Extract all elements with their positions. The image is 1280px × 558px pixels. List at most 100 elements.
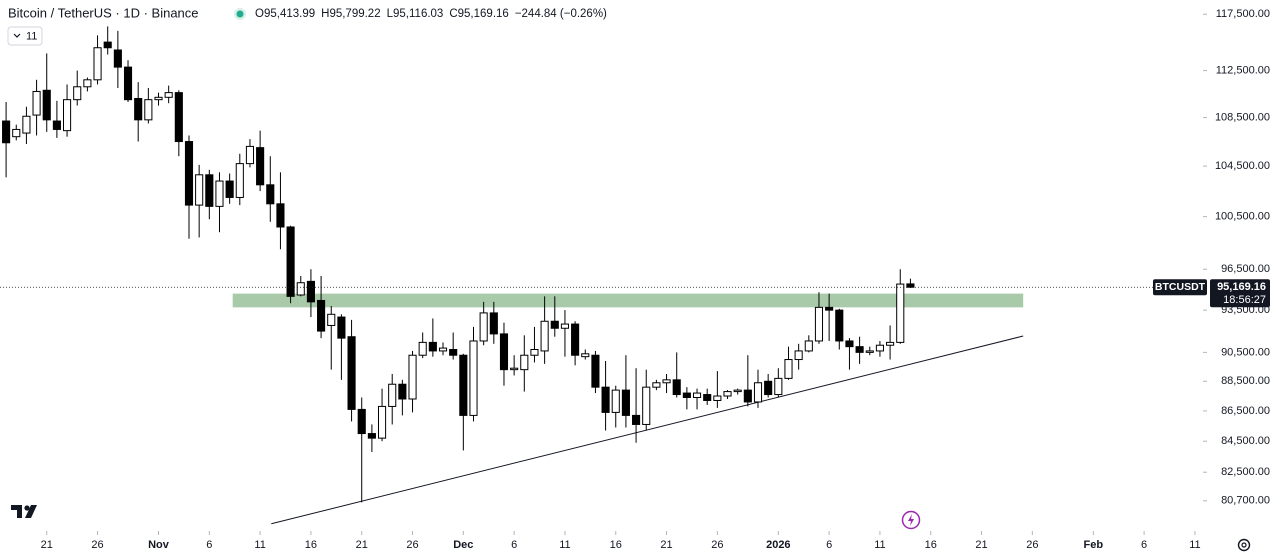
settings-icon[interactable] bbox=[1237, 538, 1251, 552]
candle-body bbox=[144, 99, 153, 121]
candle-body bbox=[540, 320, 549, 352]
y-tick-label: 84,500.00 bbox=[1221, 435, 1270, 447]
x-tick-label: 11 bbox=[1189, 539, 1200, 551]
candle-body bbox=[357, 408, 366, 435]
y-tick-label: 112,500.00 bbox=[1216, 64, 1270, 76]
candle-body bbox=[12, 128, 21, 138]
x-tick-label: 11 bbox=[559, 539, 570, 551]
legend-value: 95,116.03 bbox=[393, 8, 443, 20]
candle-body bbox=[784, 359, 793, 379]
candle-body bbox=[184, 141, 194, 206]
ohlc-legend: O95,413.99 H95,799.22 L95,116.03 C95,169.16… bbox=[255, 8, 607, 20]
candle-body bbox=[459, 354, 468, 416]
x-tick-label: Dec bbox=[453, 539, 473, 551]
candle-body bbox=[327, 313, 336, 326]
candle-body bbox=[306, 280, 315, 303]
y-tick-label: 80,700.00 bbox=[1221, 495, 1270, 507]
y-tick-label: 88,500.00 bbox=[1221, 375, 1270, 387]
legend-key: H bbox=[321, 8, 329, 20]
candle-body bbox=[235, 163, 244, 198]
candle-body bbox=[560, 323, 570, 329]
header-bg bbox=[0, 0, 760, 26]
x-tick-label: 11 bbox=[874, 539, 885, 551]
candle-body bbox=[266, 184, 275, 205]
candle-body bbox=[215, 180, 224, 207]
candle-body bbox=[398, 383, 407, 400]
candle-body bbox=[743, 389, 752, 403]
candle-body bbox=[764, 380, 773, 396]
candle-body bbox=[510, 367, 519, 371]
candle-body bbox=[692, 392, 702, 399]
candle-body bbox=[652, 382, 661, 388]
candle-body bbox=[388, 383, 397, 407]
candle-body bbox=[520, 354, 529, 371]
candle-body bbox=[174, 92, 183, 143]
symbol-tag-label: BTCUSDT bbox=[1155, 281, 1206, 293]
x-tick-label: 16 bbox=[925, 539, 937, 551]
candle-body bbox=[103, 41, 112, 49]
x-tick-label: 6 bbox=[1141, 539, 1147, 551]
x-tick-label: 26 bbox=[711, 539, 723, 551]
candle-body bbox=[835, 309, 844, 342]
indicator-chip[interactable] bbox=[7, 26, 43, 46]
x-tick-label: 26 bbox=[1026, 539, 1038, 551]
candle-body bbox=[52, 120, 61, 130]
candle-body bbox=[2, 120, 11, 144]
candle-body bbox=[672, 379, 681, 396]
legend-change: −244.84 (−0.26%) bbox=[515, 8, 607, 20]
candle-body bbox=[245, 145, 255, 165]
candle-body bbox=[408, 354, 417, 400]
x-tick-label: 21 bbox=[975, 539, 987, 551]
candle-body bbox=[591, 354, 600, 388]
events-icon[interactable] bbox=[901, 510, 921, 530]
x-tick-label: 21 bbox=[356, 539, 368, 551]
y-tick-label: 108,500.00 bbox=[1215, 111, 1270, 123]
candle-body bbox=[418, 341, 427, 356]
candle-body bbox=[428, 341, 437, 352]
candle-body bbox=[377, 405, 387, 439]
legend-key: O bbox=[255, 8, 264, 20]
candle-body bbox=[703, 394, 712, 401]
x-tick-label: 6 bbox=[826, 539, 832, 551]
x-tick-label: 11 bbox=[254, 539, 265, 551]
candle-body bbox=[682, 392, 691, 399]
candle-body bbox=[123, 66, 133, 101]
candle-body bbox=[814, 306, 824, 342]
candle-body bbox=[611, 389, 620, 413]
symbol-tag bbox=[1153, 279, 1207, 296]
legend-key: C bbox=[449, 8, 457, 20]
y-tick-label: 117,500.00 bbox=[1216, 8, 1270, 20]
candle-body bbox=[83, 79, 92, 88]
x-tick-label: 21 bbox=[660, 539, 672, 551]
candle-body bbox=[256, 147, 265, 186]
candle-body bbox=[276, 203, 285, 228]
candle-body bbox=[733, 389, 742, 393]
candle-body bbox=[286, 226, 295, 297]
trendline bbox=[271, 335, 1024, 525]
candle-body bbox=[164, 92, 173, 98]
candle-body bbox=[22, 115, 31, 134]
status-dot bbox=[236, 10, 244, 18]
y-tick-label: 100,500.00 bbox=[1215, 211, 1270, 223]
candle-body bbox=[642, 386, 651, 425]
candle-body bbox=[337, 316, 346, 339]
y-tick-label: 96,500.00 bbox=[1221, 263, 1270, 275]
candle-body bbox=[571, 323, 580, 356]
symbol-title: Bitcoin / TetherUS · 1D · Binance bbox=[8, 5, 199, 20]
candle-body bbox=[794, 350, 803, 361]
candle-body bbox=[855, 346, 864, 353]
candle-body bbox=[886, 341, 895, 346]
y-tick-label: 82,500.00 bbox=[1221, 466, 1270, 478]
candle-body bbox=[225, 180, 234, 198]
candle-body bbox=[449, 349, 458, 356]
legend-value: 95,799.22 bbox=[329, 8, 380, 20]
candle-body bbox=[32, 90, 41, 116]
candle-body bbox=[134, 97, 143, 121]
candle-body bbox=[489, 312, 498, 335]
candle-body bbox=[530, 349, 539, 356]
legend-key: L bbox=[387, 8, 394, 20]
candle-body bbox=[317, 299, 326, 332]
plot bbox=[0, 13, 1207, 535]
